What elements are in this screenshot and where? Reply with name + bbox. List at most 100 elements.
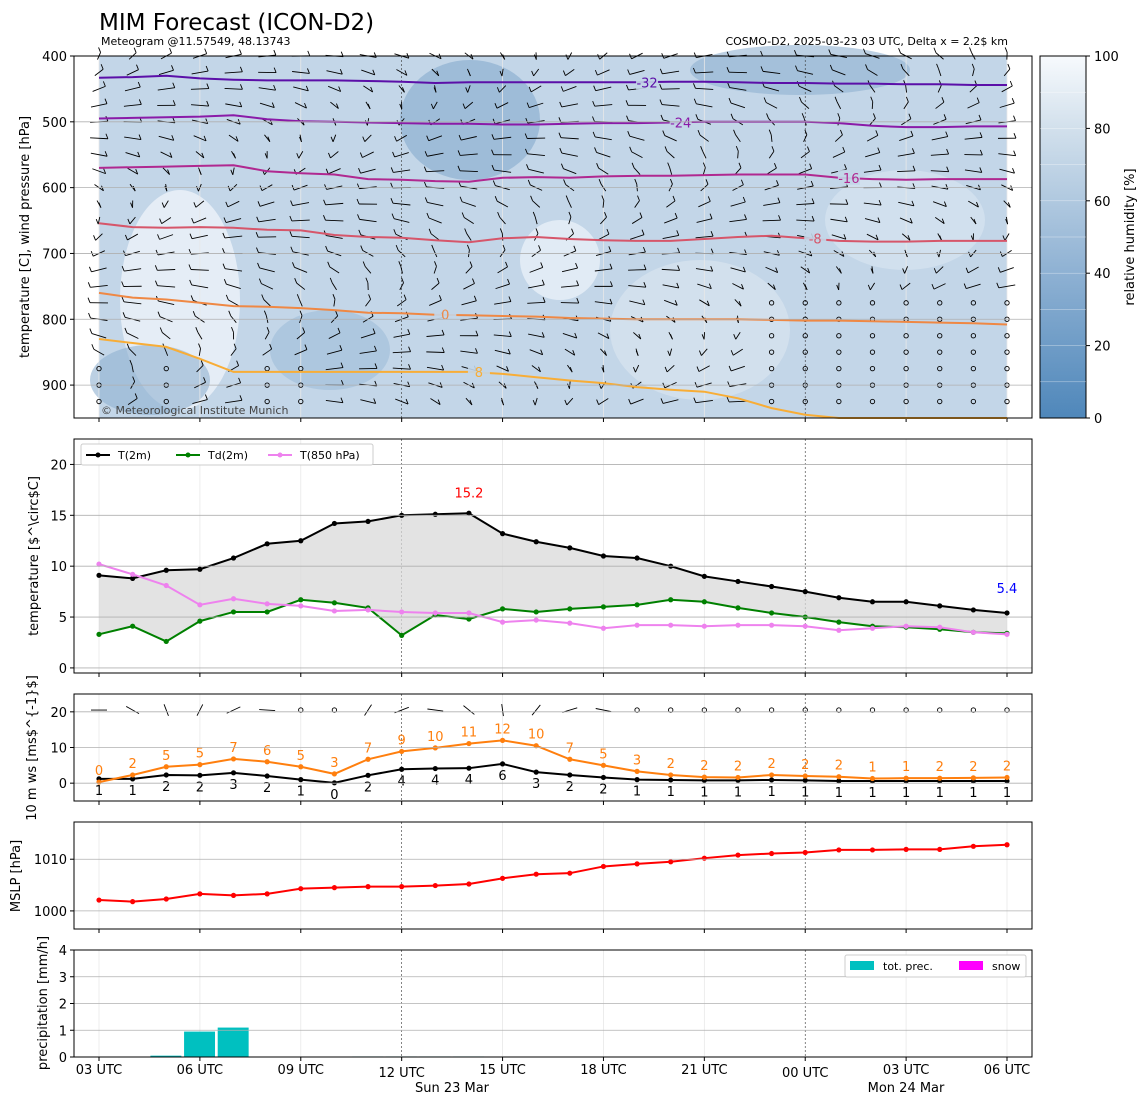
wind-barb-flag bbox=[559, 101, 563, 108]
series-point bbox=[399, 766, 405, 772]
isotherm-label: -32 bbox=[636, 76, 657, 91]
wind-barb-flag bbox=[760, 66, 764, 72]
wind-barb-calm bbox=[768, 365, 775, 372]
series-point bbox=[399, 884, 405, 890]
wind-barb-flag bbox=[257, 201, 261, 207]
wind-barb-flag bbox=[637, 195, 640, 201]
wind-barb-flag bbox=[609, 263, 613, 269]
wind-barb-flag bbox=[304, 102, 307, 109]
surface-wind-barbs bbox=[91, 704, 1010, 717]
day-label-sun: Sun 23 Mar bbox=[415, 1081, 490, 1096]
series-point bbox=[130, 571, 136, 577]
wind-barb-flag bbox=[804, 284, 808, 291]
wind-barb bbox=[126, 332, 139, 339]
wind-barb-flag bbox=[643, 246, 646, 253]
wind-barb-flag bbox=[269, 119, 273, 125]
wind-barb-flag bbox=[569, 366, 573, 373]
wind-barb-flag bbox=[368, 294, 372, 300]
wind-barb bbox=[393, 169, 411, 173]
wind-barb bbox=[662, 234, 679, 240]
wind-barb-flag bbox=[256, 247, 259, 253]
gust-data-label: 2 bbox=[700, 759, 708, 774]
wind-barb-flag bbox=[501, 399, 504, 406]
y-tick-label: 800 bbox=[42, 313, 67, 328]
gust-data-label: 2 bbox=[936, 760, 944, 775]
wind-barb-calm bbox=[937, 365, 943, 372]
wind-barb bbox=[399, 282, 404, 291]
isotherm-label-bg bbox=[837, 169, 860, 185]
wind-barb bbox=[728, 71, 747, 74]
wind-barb bbox=[400, 266, 403, 274]
wind-barb-flag bbox=[693, 397, 697, 403]
wind-barb bbox=[661, 104, 680, 107]
wind-barb bbox=[799, 85, 812, 92]
wind-barb bbox=[595, 136, 612, 141]
wind-barb-flag bbox=[728, 365, 732, 372]
tmax-annotation: 15.2 bbox=[454, 486, 483, 501]
x-tick-label: 18 UTC bbox=[580, 1063, 626, 1078]
wind-barb-flag bbox=[372, 328, 376, 334]
wind-barb-flag bbox=[329, 277, 333, 284]
wind-barb bbox=[364, 266, 372, 274]
wind-barb-flag bbox=[837, 113, 841, 119]
gust-data-label: 11 bbox=[461, 726, 478, 741]
series-point bbox=[634, 622, 640, 628]
wind-barb-flag bbox=[398, 261, 402, 267]
wind-barb bbox=[662, 70, 680, 75]
wind-barb-flag bbox=[499, 70, 503, 77]
wind-barb-flag bbox=[598, 178, 602, 185]
series-point bbox=[264, 609, 270, 615]
wind-barb bbox=[293, 86, 309, 92]
wind-barb bbox=[600, 216, 607, 225]
wind-barb-flag bbox=[572, 350, 576, 356]
wind-barb-calm bbox=[802, 365, 808, 372]
wind-barb-flag bbox=[707, 196, 711, 202]
wind-barb-calm bbox=[768, 300, 775, 306]
wind-barb-flag bbox=[271, 102, 275, 108]
wind-barb-flag bbox=[164, 186, 168, 192]
wind-barb-flag bbox=[469, 399, 473, 406]
legend-snow: snow bbox=[992, 960, 1020, 973]
ws-data-label: 2 bbox=[196, 780, 204, 795]
series-point bbox=[197, 891, 203, 897]
wind-barb bbox=[394, 152, 409, 158]
wind-barb bbox=[765, 102, 778, 109]
wind-barb-flag bbox=[677, 265, 681, 271]
colorbar-tick-label: 0 bbox=[1094, 412, 1102, 427]
series-point bbox=[768, 583, 775, 590]
wind-barb bbox=[125, 152, 140, 158]
wind-barb-flag bbox=[373, 52, 377, 58]
wind-barb bbox=[225, 103, 242, 108]
wind-barb bbox=[972, 68, 975, 77]
wind-barb bbox=[259, 201, 275, 207]
wind-barb bbox=[95, 233, 103, 241]
wind-barb-flag bbox=[844, 216, 848, 223]
wind-barb bbox=[661, 88, 680, 90]
series-point bbox=[567, 756, 573, 762]
wind-barb-flag bbox=[976, 201, 979, 208]
wind-barb-flag bbox=[255, 231, 259, 238]
wind-barb-flag bbox=[697, 129, 701, 136]
wind-barb bbox=[426, 334, 445, 337]
wind-barb bbox=[598, 167, 609, 175]
wind-barb-flag bbox=[604, 211, 607, 218]
wind-barb bbox=[360, 168, 376, 174]
wind-barb bbox=[899, 217, 913, 224]
series-point bbox=[197, 602, 203, 608]
wind-barb-flag bbox=[426, 212, 430, 219]
wind-barb-calm bbox=[836, 398, 842, 405]
y-tick-label: 400 bbox=[42, 50, 67, 65]
wind-barb-flag bbox=[494, 103, 498, 109]
wind-barb-calm bbox=[1004, 707, 1010, 713]
wind-barb-flag bbox=[266, 327, 270, 333]
series-point bbox=[567, 772, 573, 778]
wind-barb-flag bbox=[843, 234, 847, 240]
wind-barb bbox=[531, 704, 541, 716]
gust-data-label: 10 bbox=[528, 728, 545, 743]
x-tick-label: 06 UTC bbox=[984, 1063, 1030, 1078]
wind-barb-flag bbox=[259, 185, 263, 191]
wind-barb-flag bbox=[943, 114, 947, 120]
wind-barb-flag bbox=[542, 297, 546, 303]
wind-barb-flag bbox=[273, 84, 277, 91]
wind-barb-flag bbox=[573, 245, 577, 251]
